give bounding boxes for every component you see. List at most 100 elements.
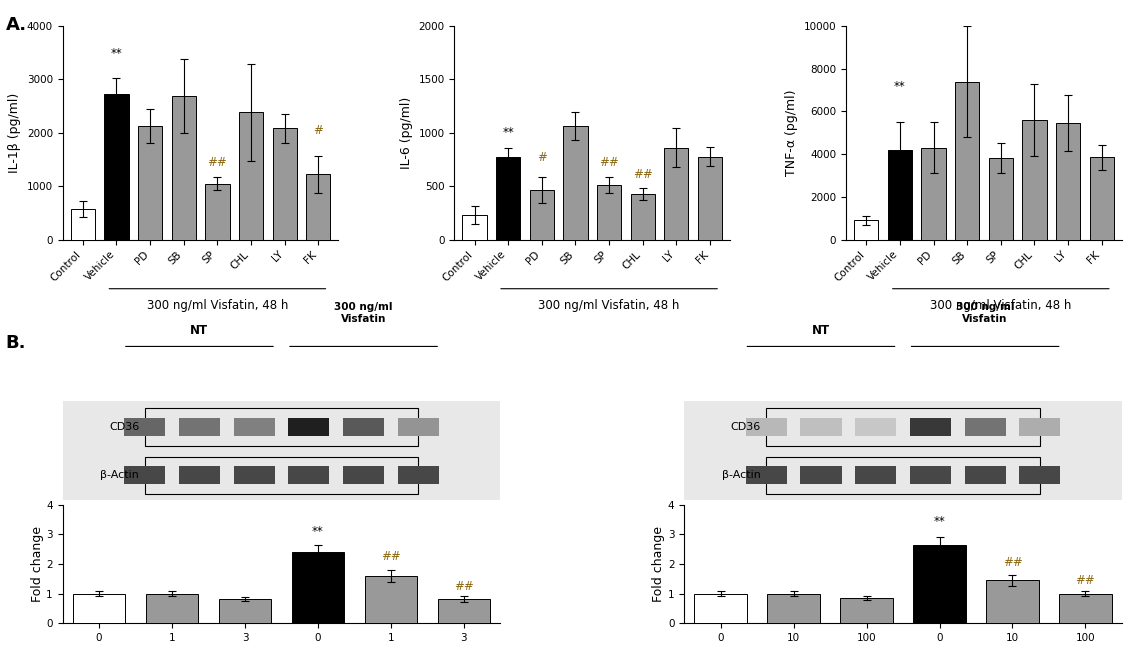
- Text: ##: ##: [633, 168, 653, 181]
- Bar: [746, 418, 787, 435]
- Text: ##: ##: [1002, 556, 1023, 569]
- Text: ##: ##: [454, 580, 474, 593]
- Bar: [921, 148, 945, 239]
- Y-axis label: Fold change: Fold change: [31, 526, 43, 602]
- Bar: [956, 82, 980, 239]
- Bar: [497, 157, 521, 239]
- Bar: [664, 148, 688, 239]
- Bar: [219, 599, 271, 623]
- Bar: [910, 467, 951, 484]
- Bar: [71, 208, 95, 239]
- Text: ##: ##: [382, 550, 401, 563]
- Bar: [1090, 157, 1114, 239]
- Text: 3: 3: [415, 517, 421, 527]
- Text: ##: ##: [599, 156, 618, 169]
- Bar: [989, 158, 1013, 239]
- Text: **: **: [934, 515, 945, 528]
- Bar: [272, 129, 297, 239]
- Text: A.: A.: [6, 16, 27, 34]
- Text: **: **: [894, 80, 906, 93]
- Bar: [288, 418, 329, 435]
- Bar: [343, 467, 384, 484]
- Text: 10: 10: [978, 517, 992, 527]
- Bar: [564, 127, 588, 239]
- Bar: [913, 545, 966, 623]
- Text: CD36: CD36: [109, 422, 139, 432]
- Bar: [437, 600, 490, 623]
- Text: NT: NT: [812, 323, 830, 336]
- Bar: [205, 184, 229, 239]
- Bar: [887, 150, 912, 239]
- Bar: [695, 594, 747, 623]
- Bar: [698, 157, 722, 239]
- Bar: [233, 467, 274, 484]
- Text: #: #: [536, 151, 547, 164]
- Text: 10: 10: [814, 517, 828, 527]
- Text: ##: ##: [207, 156, 228, 169]
- Text: 3: 3: [251, 517, 257, 527]
- Bar: [855, 418, 896, 435]
- FancyBboxPatch shape: [145, 456, 418, 495]
- Bar: [1019, 467, 1060, 484]
- Y-axis label: TNF-α (pg/ml): TNF-α (pg/ml): [785, 90, 798, 176]
- Bar: [855, 467, 896, 484]
- Bar: [398, 418, 439, 435]
- Bar: [398, 467, 439, 484]
- Bar: [364, 576, 417, 623]
- FancyBboxPatch shape: [767, 456, 1040, 495]
- Bar: [597, 185, 621, 239]
- Y-axis label: Fold change: Fold change: [652, 526, 665, 602]
- Bar: [965, 467, 1006, 484]
- Text: 0: 0: [763, 517, 770, 527]
- Bar: [179, 467, 220, 484]
- Text: 300 ng/ml Visfatin, 48 h: 300 ng/ml Visfatin, 48 h: [539, 299, 680, 312]
- FancyBboxPatch shape: [145, 408, 418, 446]
- Bar: [292, 552, 344, 623]
- Text: 300 ng/ml
Visfatin: 300 ng/ml Visfatin: [956, 302, 1015, 324]
- Bar: [146, 594, 198, 623]
- Text: B.: B.: [6, 334, 26, 352]
- Text: β-Actin: β-Actin: [100, 471, 139, 480]
- Text: CHL, nM: CHL, nM: [714, 517, 761, 527]
- Bar: [462, 215, 486, 239]
- Bar: [343, 418, 384, 435]
- Bar: [1056, 123, 1080, 239]
- Text: **: **: [312, 525, 323, 538]
- Y-axis label: IL-6 (pg/ml): IL-6 (pg/ml): [400, 97, 412, 169]
- Bar: [124, 418, 165, 435]
- Bar: [530, 190, 554, 239]
- Bar: [73, 594, 125, 623]
- Text: CD36: CD36: [730, 422, 761, 432]
- Bar: [768, 594, 820, 623]
- Bar: [631, 193, 655, 239]
- Text: 300 ng/ml Visfatin, 48 h: 300 ng/ml Visfatin, 48 h: [931, 299, 1072, 312]
- Bar: [179, 418, 220, 435]
- Text: 100: 100: [866, 517, 886, 527]
- Bar: [1059, 594, 1112, 623]
- FancyBboxPatch shape: [767, 408, 1040, 446]
- Y-axis label: IL-1β (pg/ml): IL-1β (pg/ml): [8, 93, 22, 173]
- Text: SP, μM: SP, μM: [101, 517, 139, 527]
- Bar: [1023, 120, 1047, 239]
- Text: **: **: [502, 126, 514, 139]
- Bar: [854, 221, 878, 239]
- Bar: [801, 418, 842, 435]
- Text: NT: NT: [190, 323, 208, 336]
- Text: 1: 1: [360, 517, 367, 527]
- Bar: [306, 175, 330, 239]
- Bar: [124, 467, 165, 484]
- Bar: [288, 467, 329, 484]
- Bar: [233, 418, 274, 435]
- Bar: [746, 467, 787, 484]
- Text: 0: 0: [305, 517, 312, 527]
- Text: 0: 0: [927, 517, 934, 527]
- Text: 100: 100: [1030, 517, 1050, 527]
- Text: ##: ##: [1075, 574, 1096, 587]
- Text: #: #: [313, 123, 323, 136]
- Text: β-Actin: β-Actin: [722, 471, 761, 480]
- Bar: [105, 94, 129, 239]
- Bar: [841, 598, 893, 623]
- Text: 300 ng/ml Visfatin, 48 h: 300 ng/ml Visfatin, 48 h: [147, 299, 288, 312]
- Text: 1: 1: [196, 517, 203, 527]
- Bar: [172, 96, 196, 239]
